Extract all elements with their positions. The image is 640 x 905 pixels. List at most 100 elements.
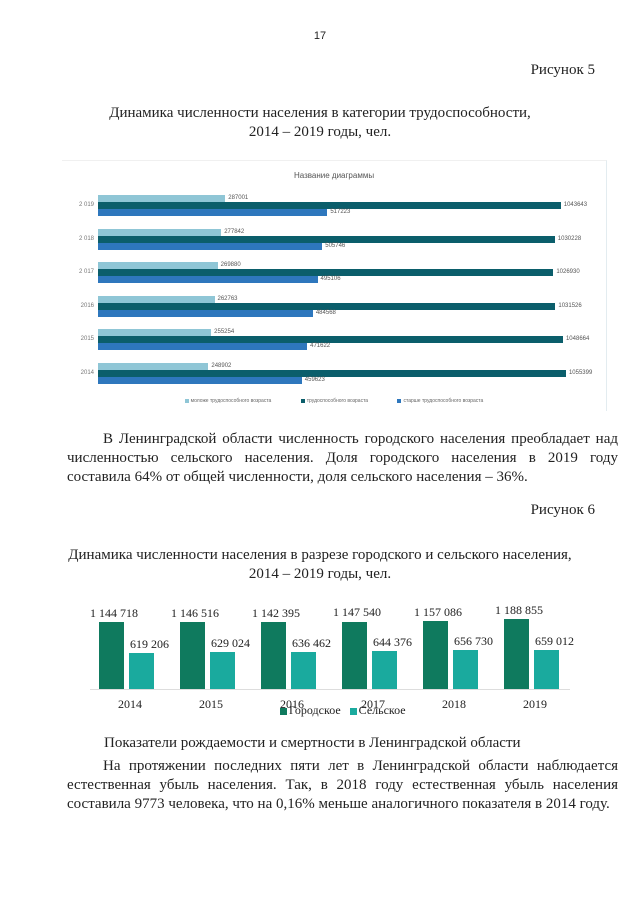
- category-group: 1 146 516 629 024: [171, 605, 251, 689]
- bar-rural: [210, 652, 235, 689]
- urban-rural-bar-chart: 1 144 718 619 206 2014 1 146 516 629 024 2015…: [90, 603, 590, 725]
- legend-item-younger: моложе трудоспособного возраста: [184, 398, 271, 404]
- bar-older: [98, 276, 318, 283]
- value-label-rural: 636 462: [292, 635, 331, 650]
- bar-younger: [98, 228, 222, 236]
- bar-younger: [98, 262, 218, 269]
- bar-younger: [98, 195, 226, 202]
- value-label-rural: 656 730: [454, 634, 493, 649]
- category-group: 1 157 086 656 730: [414, 605, 494, 689]
- bar-urban: [99, 621, 124, 689]
- figure-6-title-line2: 2014 – 2019 годы, чел.: [248, 566, 392, 582]
- bar-urban: [342, 621, 367, 689]
- figure-6-title: Динамика численности населения в разрезе…: [0, 546, 640, 584]
- bar-younger: [98, 295, 215, 303]
- x-axis-label: 2017: [361, 697, 385, 711]
- x-axis-label: 2018: [442, 697, 466, 711]
- bar-urban: [180, 621, 205, 689]
- legend-item-working: трудоспособного возраста: [300, 398, 368, 404]
- bar-urban: [261, 621, 286, 689]
- legend-item-older: старше трудоспособного возраста: [397, 398, 483, 404]
- figure-6-label: Рисунок 6: [530, 502, 595, 518]
- page-number: 17: [313, 30, 327, 42]
- chart-title: Название диаграммы: [293, 171, 375, 180]
- y-axis-label: 2 018: [78, 235, 94, 242]
- category-group: 1 142 395 636 462: [252, 605, 332, 689]
- bar-older: [98, 209, 328, 216]
- x-axis-label: 2015: [199, 697, 223, 711]
- bar-working: [98, 269, 554, 276]
- bar-group: 2 017 269880 1026930 495106: [62, 262, 606, 286]
- bar-rural: [129, 652, 154, 689]
- value-label: 1030228: [557, 235, 582, 242]
- value-label: 1026930: [556, 269, 580, 275]
- value-label: 517223: [330, 209, 351, 215]
- bar-rural: [291, 651, 316, 689]
- bar-rural: [453, 650, 478, 689]
- paragraph-urban-rural: В Ленинградской области численность горо…: [67, 431, 618, 485]
- workforce-bar-chart: Название диаграммы 2 019 287001 1043643 517…: [62, 160, 607, 411]
- value-label: 1031526: [558, 302, 582, 309]
- bar-urban: [504, 619, 529, 689]
- value-label: 287001: [228, 195, 249, 201]
- value-label: 255254: [214, 329, 235, 335]
- bar-group: 2014 248902 1055399 459623: [62, 362, 606, 387]
- bar-group: 2015 255254 1048664 471622: [62, 329, 606, 353]
- value-label: 505746: [325, 242, 346, 249]
- value-label-rural: 659 012: [535, 634, 574, 649]
- bar-group: 2 019 287001 1043643 517223: [62, 195, 606, 219]
- figure-6-title-line1: Динамика численности населения в разрезе…: [68, 547, 572, 563]
- value-label-rural: 644 376: [373, 635, 412, 650]
- legend-swatch-icon: [280, 707, 287, 715]
- value-label: 484568: [315, 309, 336, 316]
- legend-swatch-icon: [397, 398, 402, 403]
- category-group: 1 188 855 659 012: [495, 603, 575, 689]
- value-label-rural: 629 024: [211, 635, 250, 650]
- value-label: 459623: [304, 376, 325, 383]
- value-label: 1048664: [565, 336, 590, 342]
- bar-older: [98, 242, 323, 250]
- bar-older: [98, 376, 302, 384]
- bar-working: [98, 302, 556, 310]
- bar-older: [98, 309, 313, 317]
- bar-urban: [423, 620, 448, 689]
- value-label: 277842: [224, 228, 245, 235]
- x-axis-label: 2016: [280, 697, 304, 711]
- legend-swatch-icon: [349, 707, 357, 715]
- figure-5-title: Динамика численности населения в категор…: [0, 104, 640, 142]
- value-label-urban: 1 146 516: [171, 605, 219, 620]
- bar-group: 2 018 277842 1030228 505746: [62, 228, 606, 253]
- figure-5-label: Рисунок 5: [530, 62, 595, 78]
- value-label: 269880: [220, 262, 241, 268]
- y-axis-label: 2015: [80, 336, 94, 342]
- y-axis-label: 2 017: [78, 269, 94, 275]
- bar-working: [98, 202, 561, 209]
- y-axis-label: 2016: [80, 302, 94, 309]
- x-axis: [90, 689, 570, 690]
- paragraph-births-deaths: На протяжении последних пяти лет в Ленин…: [67, 758, 618, 812]
- bar-group: 2016 262763 1031526 484568: [62, 295, 606, 320]
- category-group: 1 147 540 644 376: [333, 605, 413, 689]
- value-label: 1055399: [568, 369, 593, 376]
- y-axis-label: 2014: [80, 369, 94, 376]
- bar-younger: [98, 362, 209, 370]
- chart-legend: Городское Сельское: [280, 703, 406, 718]
- legend-swatch-icon: [184, 398, 189, 403]
- x-axis-label: 2019: [523, 697, 547, 711]
- value-label: 248902: [211, 362, 232, 369]
- figure-5-title-line2: 2014 – 2019 годы, чел.: [248, 124, 392, 140]
- bar-working: [98, 336, 563, 343]
- figure-5-title-line1: Динамика численности населения в категор…: [109, 105, 531, 121]
- y-axis-label: 2 019: [78, 202, 94, 208]
- bar-younger: [98, 329, 212, 336]
- value-label-urban: 1 157 086: [414, 604, 462, 619]
- section-heading: Показатели рождаемости и смертности в Ле…: [104, 735, 521, 751]
- value-label-urban: 1 188 855: [495, 603, 543, 618]
- value-label: 262763: [217, 295, 238, 302]
- value-label-urban: 1 144 718: [90, 605, 138, 620]
- bar-working: [98, 369, 566, 377]
- value-label-urban: 1 147 540: [333, 605, 381, 620]
- bar-working: [98, 235, 555, 243]
- value-label: 495106: [320, 276, 341, 282]
- category-group: 1 144 718 619 206: [90, 605, 170, 689]
